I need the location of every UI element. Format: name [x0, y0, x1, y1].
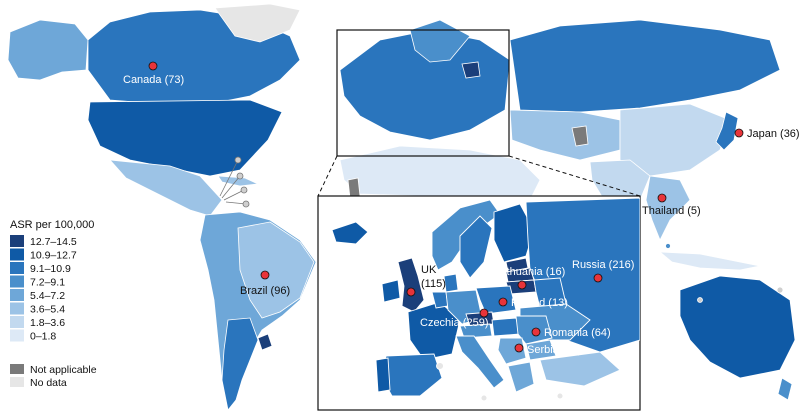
- legend-label-7: 0–1.8: [30, 331, 56, 343]
- label-thailand: Thailand (5): [642, 205, 701, 217]
- connector-right: [508, 155, 641, 197]
- inset-greece: [507, 361, 535, 393]
- legend-label-5: 3.6–5.4: [30, 304, 65, 316]
- legend-swatch-2: [10, 262, 24, 274]
- region-argentina: [221, 317, 259, 411]
- legend-label-4: 5.4–7.2: [30, 290, 65, 302]
- label-uk-count: (115): [421, 278, 446, 290]
- inset-poland: [475, 285, 517, 315]
- legend: ASR per 100,000 12.7–14.5 10.9–12.79.1–10…: [10, 219, 97, 389]
- inset-portugal: [375, 357, 391, 393]
- marker-brazil: [260, 270, 270, 280]
- inset-island-3: [556, 392, 564, 400]
- label-russia: Russia (216): [572, 259, 634, 271]
- label-poland: Poland (13): [511, 297, 568, 309]
- inset-island-1: [436, 362, 444, 370]
- legend-title: ASR per 100,000: [10, 219, 94, 231]
- europe-highlight-box: [336, 29, 510, 157]
- island-dot-1: [697, 297, 703, 303]
- region-japan: [715, 111, 739, 151]
- region-greenland: [214, 3, 301, 43]
- inset-uk: [397, 257, 425, 313]
- marker-czechia: [479, 308, 489, 318]
- inset-ireland: [381, 279, 401, 303]
- region-russia-bg: [509, 19, 781, 113]
- legend-bins: 12.7–14.5 10.9–12.79.1–10.9 7.2–9.15.4–7.2…: [10, 235, 77, 343]
- region-north-africa: [339, 145, 541, 201]
- label-czechia: Czechia (259): [420, 317, 488, 329]
- label-uk: UK: [421, 264, 437, 276]
- region-central-asia: [509, 109, 621, 161]
- inset-finland: [493, 203, 535, 263]
- region-australia: [679, 275, 796, 379]
- inset-sweden: [459, 215, 493, 279]
- marker-thailand: [657, 193, 667, 203]
- legend-swatch-7: [10, 329, 24, 342]
- legend-label-6: 1.8–3.6: [30, 317, 65, 329]
- legend-swatch-5: [10, 302, 24, 315]
- inset-austria: [459, 323, 493, 339]
- inset-island-2: [480, 394, 488, 402]
- marker-romania: [531, 327, 541, 337]
- inset-bulgaria: [525, 339, 557, 361]
- marker-serbia: [514, 343, 524, 353]
- legend-swatch-1: [10, 248, 24, 261]
- inset-denmark: [443, 273, 459, 293]
- legend-label-3: 7.2–9.1: [30, 277, 65, 289]
- label-romania: Romania (64): [544, 327, 611, 339]
- region-indonesia: [658, 251, 761, 271]
- legend-label-2: 9.1–10.9: [30, 263, 71, 275]
- label-japan: Japan (36): [747, 128, 800, 140]
- label-canada: Canada (73): [123, 74, 184, 86]
- region-se-asia: [645, 175, 691, 241]
- region-alaska: [7, 19, 89, 81]
- marker-canada: [148, 61, 158, 71]
- marker-russia: [593, 273, 603, 283]
- label-brazil: Brazil (96): [240, 285, 290, 297]
- legend-na-swatch: [10, 364, 24, 374]
- region-caucasus-na: [571, 125, 589, 147]
- marker-uk: [406, 287, 416, 297]
- region-baltic-bg: [461, 61, 481, 79]
- region-new-zealand: [777, 377, 793, 401]
- legend-na-label: Not applicable: [30, 364, 97, 376]
- world-markers: Canada (73) Brazil (96) Japan (36) Thail…: [123, 61, 800, 297]
- caribbean-leaders: [219, 156, 250, 208]
- region-mexico: [109, 159, 223, 217]
- label-lithuania: Lithuania (16): [498, 266, 565, 278]
- inset-italy: [455, 335, 505, 389]
- world-landmasses: [7, 3, 796, 411]
- inset-turkey: [539, 351, 621, 387]
- marker-japan: [734, 128, 744, 138]
- region-usa: [87, 99, 283, 177]
- label-serbia: Serbia (69): [527, 344, 581, 356]
- island-dot-2: [776, 286, 784, 294]
- connector-left: [317, 155, 338, 197]
- marker-poland: [498, 297, 508, 307]
- legend-nodata-label: No data: [30, 377, 67, 389]
- region-brazil: [237, 221, 315, 319]
- region-western-sahara-na: [347, 177, 361, 199]
- legend-swatch-6: [10, 316, 24, 328]
- legend-label-1: 10.9–12.7: [30, 250, 77, 262]
- europe-inset: [317, 195, 641, 411]
- legend-swatch-4: [10, 289, 24, 301]
- legend-swatch-3: [10, 275, 24, 288]
- legend-label-0: 12.7–14.5: [30, 236, 77, 248]
- inset-iceland: [331, 221, 369, 245]
- marker-lithuania: [517, 280, 527, 290]
- island-dot-3: [665, 243, 671, 249]
- legend-nodata-swatch: [10, 377, 24, 387]
- inset-markers: UK (115) Lithuania (16) Russia (216) Pol…: [406, 259, 634, 356]
- inset-hungary: [491, 317, 521, 337]
- legend-swatch-0: [10, 235, 24, 247]
- region-uruguay: [257, 333, 273, 351]
